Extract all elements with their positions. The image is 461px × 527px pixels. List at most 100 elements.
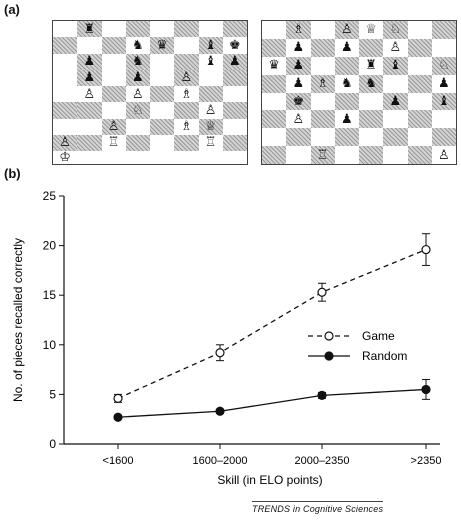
board-square: ♖ — [101, 134, 126, 151]
legend-marker — [324, 351, 334, 361]
board-square — [150, 53, 175, 70]
white-pawn-icon: ♙ — [180, 70, 193, 86]
board-square — [431, 128, 456, 147]
board-square — [383, 128, 408, 147]
board-square: ♟ — [286, 56, 311, 75]
board-square: ♙ — [198, 102, 223, 119]
board-square — [262, 128, 287, 147]
black-bishop-icon: ♝ — [438, 93, 450, 109]
x-tick-label: 2000–2350 — [294, 455, 349, 467]
board-square: ♙ — [101, 118, 126, 135]
series-random — [113, 379, 431, 422]
board-square: ♕ — [198, 118, 223, 135]
board-square: ♙ — [77, 86, 102, 103]
board-square — [359, 128, 384, 147]
board-square: ♟ — [222, 53, 247, 70]
black-pawn-icon: ♟ — [341, 111, 353, 127]
board-square: ♘ — [125, 102, 150, 119]
board-square: ♞ — [125, 53, 150, 70]
black-pawn-icon: ♟ — [229, 54, 241, 70]
board-square — [310, 128, 335, 147]
board-square: ♙ — [383, 38, 408, 57]
board-square: ♘ — [383, 21, 408, 39]
board-square — [174, 21, 199, 38]
data-point — [317, 390, 327, 400]
board-square — [101, 86, 126, 103]
board-square: ♞ — [125, 37, 150, 54]
data-point — [215, 406, 225, 416]
black-bishop-icon: ♝ — [204, 37, 217, 53]
board-square — [222, 102, 247, 119]
black-knight-icon: ♞ — [365, 76, 377, 92]
board-square — [150, 86, 175, 103]
board-square: ♙ — [334, 21, 359, 39]
white-king-icon: ♔ — [59, 150, 71, 165]
board-square: ♔ — [53, 150, 78, 165]
board-square — [222, 21, 247, 38]
board-square — [150, 102, 175, 119]
board-square — [53, 53, 78, 70]
board-square — [407, 38, 432, 57]
board-square — [222, 86, 247, 103]
chess-board-game: ♜ ♞ ♛ ♝ ♚ ♟ ♞ ♝ ♟ ♟ ♟ ♙ ♙ ♙ ♗ ♘ ♙ ♙ ♗ ♕ ♙ ♖ ♖ ♔ — [52, 20, 248, 165]
black-pawn-icon: ♟ — [438, 76, 450, 92]
board-square: ♜ — [77, 21, 102, 38]
board-square — [407, 110, 432, 129]
white-rook-icon: ♖ — [204, 135, 217, 151]
y-tick-label: 5 — [49, 387, 56, 401]
x-axis-label: Skill (in ELO points) — [217, 473, 322, 487]
white-pawn-icon: ♙ — [204, 102, 217, 118]
white-bishop-icon: ♗ — [292, 22, 305, 38]
board-square — [125, 134, 150, 151]
data-point — [317, 287, 327, 297]
board-square: ♕ — [359, 21, 384, 39]
board-square — [262, 21, 287, 39]
black-pawn-icon: ♟ — [83, 54, 96, 70]
board-square: ♝ — [198, 53, 223, 70]
board-square — [407, 21, 432, 39]
board-square — [77, 102, 102, 119]
board-square — [334, 128, 359, 147]
y-tick-label: 20 — [43, 239, 57, 253]
board-square — [359, 92, 384, 111]
board-square — [262, 74, 287, 93]
black-bishop-icon: ♝ — [389, 58, 402, 74]
board-square: ♟ — [334, 38, 359, 57]
board-square — [101, 21, 126, 38]
board-square: ♟ — [286, 74, 311, 93]
board-square — [53, 37, 78, 54]
board-square — [198, 86, 223, 103]
board-square — [53, 21, 78, 38]
x-tick-label: 1600–2000 — [192, 455, 247, 467]
board-square: ♙ — [174, 69, 199, 86]
data-point — [421, 384, 431, 395]
white-pawn-icon: ♙ — [341, 22, 353, 38]
board-square — [222, 118, 247, 135]
board-square — [125, 118, 150, 135]
board-square — [125, 21, 150, 38]
black-king-icon: ♚ — [292, 93, 305, 109]
black-pawn-icon: ♟ — [292, 76, 305, 92]
white-pawn-icon: ♙ — [438, 147, 450, 163]
panel-a-label: (a) — [4, 2, 20, 17]
panel-b-label: (b) — [4, 166, 21, 181]
board-square — [53, 69, 78, 86]
board-square — [407, 128, 432, 147]
board-square — [310, 92, 335, 111]
board-square — [174, 37, 199, 54]
x-tick-label: <1600 — [103, 455, 134, 467]
board-square — [53, 118, 78, 135]
board-square: ♞ — [334, 74, 359, 93]
source-credit: TRENDS in Cognitive Sciences — [252, 501, 384, 514]
black-pawn-icon: ♟ — [292, 58, 305, 74]
white-knight-icon: ♘ — [438, 58, 450, 74]
board-square — [198, 69, 223, 86]
board-square — [198, 21, 223, 38]
chart-legend: Game Random — [308, 329, 407, 363]
board-square: ♟ — [286, 38, 311, 57]
board-square — [407, 56, 432, 75]
board-square: ♟ — [125, 69, 150, 86]
black-rook-icon: ♜ — [83, 21, 96, 37]
board-square: ♟ — [77, 69, 102, 86]
